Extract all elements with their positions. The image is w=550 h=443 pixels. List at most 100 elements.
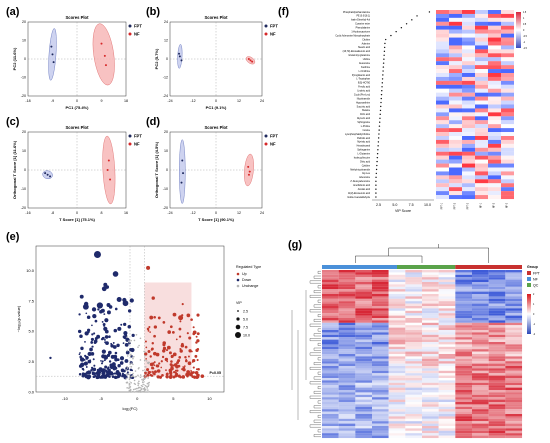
- heat-cell: [501, 73, 514, 77]
- heat-cell: [472, 327, 489, 331]
- down-point: [85, 357, 88, 360]
- vip-point: [379, 113, 381, 116]
- heat-cell: [505, 339, 523, 343]
- up-point: [194, 354, 198, 358]
- heat-cell: [436, 124, 449, 129]
- colorbar-tick: 1.5: [523, 12, 527, 14]
- heat-cell: [449, 191, 462, 196]
- heat-cell: [472, 298, 489, 302]
- unchange-point: [148, 384, 150, 386]
- heat-cell: [488, 382, 506, 386]
- metabolite-label: Nicotinamide: [357, 97, 371, 100]
- up-point: [172, 352, 177, 357]
- up-point: [191, 375, 194, 378]
- up-point: [147, 350, 151, 354]
- heat-cell: [372, 414, 389, 417]
- heat-cell: [501, 69, 514, 74]
- down-point: [85, 366, 88, 368]
- heat-cell: [338, 358, 356, 362]
- metabolite-label: Stearic acid: [358, 46, 371, 49]
- heat-cell: [338, 315, 356, 319]
- heat-cell: [405, 313, 423, 316]
- heat-column-label: NF-1: [481, 202, 483, 208]
- heat-cell: [449, 61, 462, 66]
- fpt-point: [50, 45, 53, 48]
- heat-cell: [355, 397, 373, 400]
- up-point: [174, 375, 177, 378]
- unchange-point: [128, 377, 131, 379]
- up-point: [148, 326, 151, 329]
- heat-cell: [322, 274, 339, 278]
- heat-cell: [322, 358, 339, 362]
- heat-cell: [475, 69, 488, 74]
- heat-cell: [475, 139, 488, 144]
- up-point: [167, 330, 172, 334]
- highlight-point: [200, 374, 205, 378]
- vip-point: [375, 184, 377, 186]
- heat-cell: [322, 356, 339, 359]
- heat-cell: [472, 392, 489, 395]
- down-point: [92, 313, 97, 319]
- heat-cell: [505, 387, 523, 391]
- vip-point: [383, 50, 386, 53]
- heat-cell: [455, 411, 473, 415]
- x-axis-label: T Score [1] (90.1%): [198, 217, 234, 222]
- heat-cell: [472, 426, 489, 429]
- unchange-point: [126, 387, 128, 389]
- heat-cell: [455, 382, 473, 386]
- heat-cell: [488, 416, 506, 419]
- heat-cell: [355, 337, 373, 340]
- heat-cell: [501, 53, 514, 58]
- heat-cell: [338, 282, 356, 285]
- heat-cell: [438, 289, 456, 292]
- heat-cell: [505, 382, 523, 386]
- unchange-point: [129, 363, 131, 366]
- y-tick-label: 0: [24, 168, 26, 172]
- heat-cell: [372, 270, 389, 273]
- y-tick-label: 2.5: [28, 359, 34, 364]
- legend-vip-marker: [237, 310, 239, 312]
- heat-cell: [488, 272, 506, 275]
- metabolite-label: Sphingosine: [357, 122, 370, 124]
- heat-cell: [462, 120, 475, 125]
- heat-cell: [449, 76, 462, 81]
- heat-cell: [472, 404, 489, 407]
- vip-x-tick: 7.5: [409, 203, 414, 207]
- heat-cell: [455, 387, 473, 391]
- metabolite-label: Phenylalanine: [356, 28, 371, 30]
- heat-cell: [501, 112, 514, 117]
- legend-vip-marker: [235, 324, 241, 330]
- heat-cell: [372, 337, 389, 340]
- heat-cell: [405, 351, 423, 355]
- heat-cell: [405, 346, 423, 350]
- heat-cell: [462, 104, 475, 109]
- heat-cell: [438, 414, 456, 417]
- panel-label-a: (a): [6, 6, 20, 18]
- unchange-point: [130, 339, 132, 342]
- down-point: [79, 334, 83, 339]
- heat-cell: [505, 308, 523, 311]
- heat-cell: [436, 108, 449, 113]
- down-point: [84, 341, 86, 343]
- heat-cell: [438, 370, 456, 374]
- heat-cell: [355, 286, 373, 290]
- vip-point: [381, 78, 384, 80]
- vip-point: [382, 70, 384, 72]
- heat-cell: [388, 426, 406, 429]
- heat-cell: [388, 387, 406, 391]
- down-point: [80, 362, 85, 366]
- heat-cell: [355, 387, 373, 391]
- heat-cell: [405, 421, 423, 424]
- heat-cell: [462, 167, 475, 172]
- unchange-point: [133, 339, 136, 342]
- heat-cell: [488, 368, 506, 371]
- heat-cell: [438, 404, 456, 407]
- metabolite-label: 11(Z)-Eicosenoic acid: [348, 193, 371, 195]
- fpt-point: [182, 172, 185, 175]
- heat-cell: [462, 25, 475, 30]
- heat-cell: [472, 289, 489, 292]
- heat-cell: [488, 279, 506, 283]
- heat-cell: [438, 342, 456, 345]
- x-tick-label: 16: [124, 211, 128, 215]
- heat-cell: [422, 416, 439, 419]
